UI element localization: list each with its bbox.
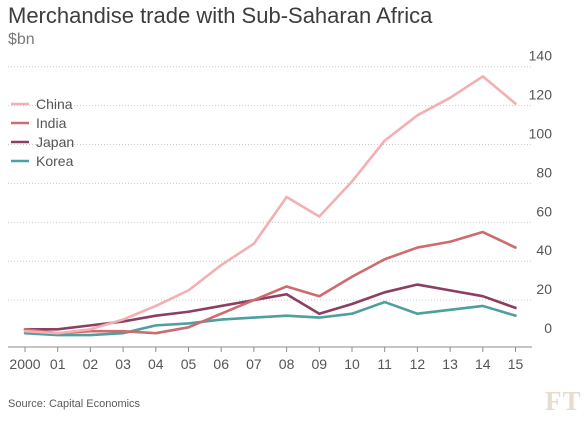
gridlines (8, 66, 532, 301)
legend-label-india: India (36, 115, 67, 131)
y-tick-label: 20 (536, 281, 552, 297)
x-tick-label: 2000 (9, 356, 40, 372)
y-axis-ticks: 0 20 40 60 80 100 120 140 (529, 48, 553, 336)
x-tick-label: 11 (377, 356, 392, 372)
y-tick-label: 80 (536, 164, 552, 180)
series-line-china (23, 75, 517, 335)
x-tick-label: 05 (181, 356, 197, 372)
x-tick-label: 10 (344, 356, 360, 372)
y-tick-label: 100 (529, 126, 553, 142)
legend-label-japan: Japan (36, 134, 74, 150)
x-tick-label: 14 (475, 356, 491, 372)
legend-label-korea: Korea (36, 153, 74, 169)
ft-logo: FT (545, 386, 582, 416)
x-tick-label: 03 (115, 356, 131, 372)
legend-label-china: China (36, 96, 73, 112)
y-tick-label: 40 (536, 242, 552, 258)
chart-unit-label: $bn (8, 31, 35, 48)
x-tick-label: 06 (213, 356, 229, 372)
x-tick-label: 01 (50, 356, 66, 372)
y-tick-label: 60 (536, 203, 552, 219)
x-tick-label: 07 (246, 356, 262, 372)
x-tick-label: 15 (508, 356, 524, 372)
x-tick-label: 08 (279, 356, 295, 372)
x-axis: 2000 01 02 03 04 05 06 07 08 09 10 11 12 13 14 15 (8, 346, 532, 372)
y-tick-label: 120 (529, 87, 553, 103)
x-tick-label: 04 (148, 356, 164, 372)
series-line-india (23, 230, 517, 335)
series-lines (23, 75, 517, 337)
chart-title: Merchandise trade with Sub-Saharan Afric… (8, 3, 433, 28)
series-line-japan (23, 283, 517, 331)
x-tick-label: 02 (83, 356, 99, 372)
y-tick-label: 140 (529, 48, 553, 64)
x-tick-label: 13 (442, 356, 458, 372)
y-tick-label: 0 (544, 320, 552, 336)
x-tick-label: 09 (312, 356, 328, 372)
series-line-korea (23, 300, 517, 337)
x-tick-label: 12 (410, 356, 426, 372)
source-note: Source: Capital Economics (8, 398, 141, 410)
legend: China India Japan Korea (11, 96, 74, 169)
